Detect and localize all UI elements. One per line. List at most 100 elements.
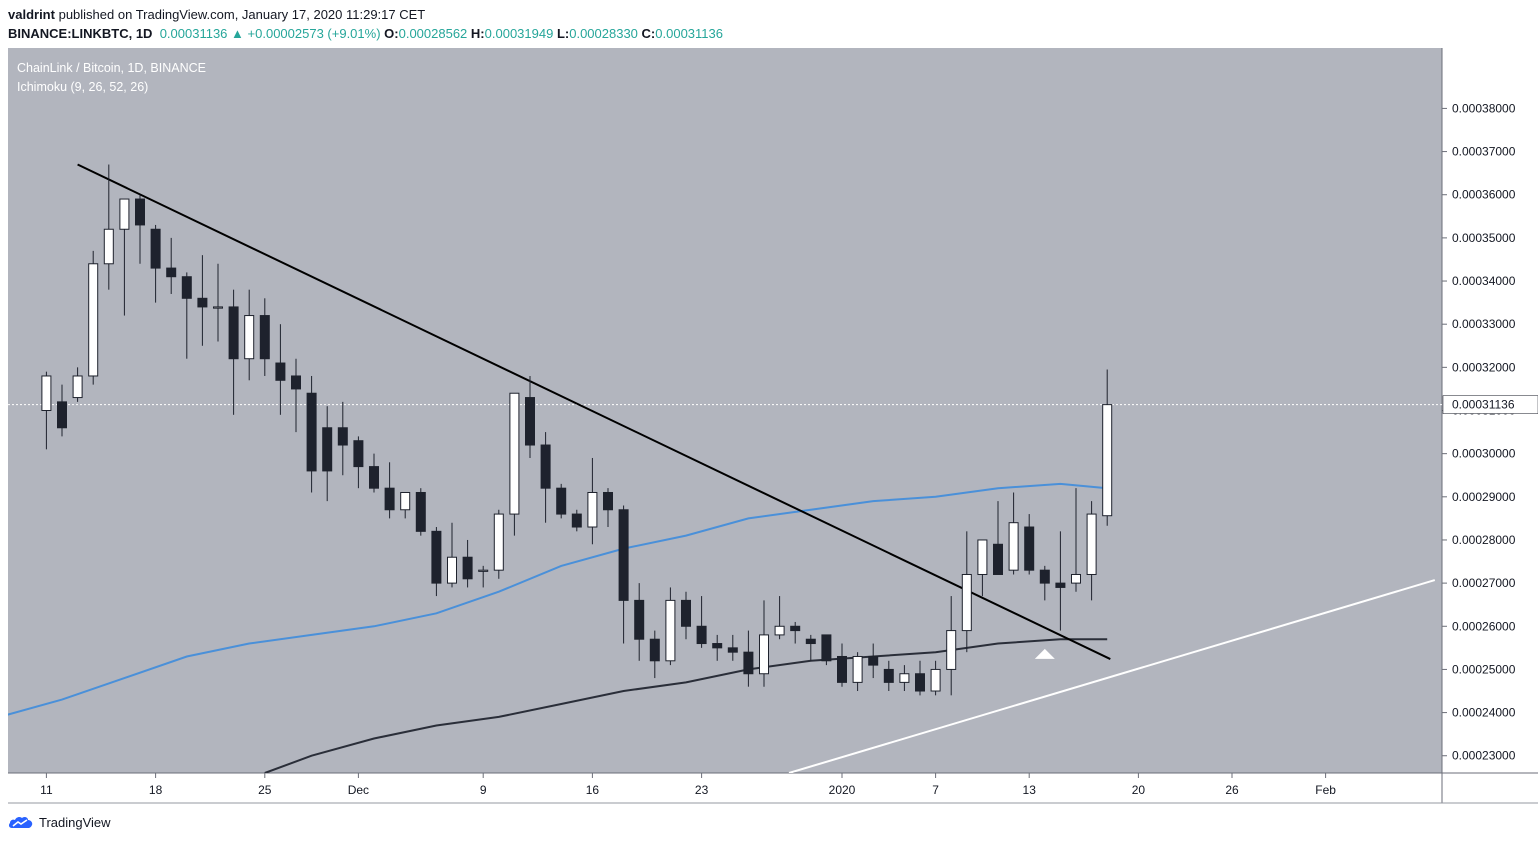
y-tick-label: 0.00025000 <box>1452 662 1516 676</box>
candle <box>634 583 645 661</box>
candle-body-down <box>228 306 239 360</box>
candle <box>275 324 286 415</box>
candle-body-down <box>618 509 629 601</box>
candle-body-down <box>883 668 894 683</box>
candle-body-up <box>774 625 785 636</box>
candle <box>665 587 676 666</box>
candle <box>493 509 504 579</box>
x-tick-label: 18 <box>149 783 163 797</box>
x-tick-label: Feb <box>1315 783 1336 797</box>
y-tick-label: 0.00030000 <box>1452 447 1516 461</box>
candle-body-down <box>415 491 426 532</box>
open-value: 0.00028562 <box>398 26 468 41</box>
descending-trendline[interactable] <box>77 163 1111 660</box>
candle <box>322 406 333 502</box>
candle-body-up <box>930 668 941 692</box>
candle <box>166 237 177 294</box>
candle-body-up <box>946 630 957 670</box>
y-tick-label: 0.00027000 <box>1452 576 1516 590</box>
quote-line: BINANCE:LINKBTC, 1D 0.00031136 ▲ +0.0000… <box>8 26 723 41</box>
candle-body-up <box>119 198 130 230</box>
candle-body-down <box>649 638 660 662</box>
indicator-legend[interactable]: Ichimoku (9, 26, 52, 26) <box>17 80 148 94</box>
candle-body-up <box>478 569 489 572</box>
candle-body-up <box>244 315 255 360</box>
last-price: 0.00031136 <box>159 26 228 41</box>
candle <box>556 483 567 519</box>
x-axis-ticks: 11 18 25 Dec 9 16 23 2020 7 13 20 26 Feb <box>40 773 1336 797</box>
ichimoku-blue-line <box>8 482 1108 716</box>
candle-body-down <box>915 673 925 692</box>
up-arrow-icon: ▲ <box>231 26 244 41</box>
triangle-up-icon[interactable] <box>1034 648 1055 659</box>
low-value: 0.00028330 <box>569 26 638 41</box>
candle-body-down <box>322 427 333 472</box>
chart-pane[interactable] <box>8 48 1442 773</box>
candle <box>1024 514 1035 575</box>
candle-body-down <box>603 491 613 511</box>
candle-body-down <box>353 440 364 468</box>
candle <box>150 224 161 303</box>
candle <box>228 289 239 415</box>
candle-body-down <box>540 444 551 489</box>
candle-body-down <box>712 643 723 649</box>
drawings[interactable] <box>77 163 1436 773</box>
high-value: 0.00031949 <box>484 26 554 41</box>
candle-body-up <box>961 573 972 632</box>
candle <box>197 255 208 346</box>
candle-body-down <box>805 638 816 645</box>
candle <box>41 371 52 450</box>
candle-body-down <box>696 625 707 645</box>
y-tick-label: 0.00026000 <box>1452 619 1516 633</box>
candle <box>509 392 520 536</box>
candle-body-down <box>727 647 738 653</box>
published-text: published on TradingView.com, January 17… <box>58 7 426 22</box>
x-tick-label: 26 <box>1225 783 1239 797</box>
candle-body-down <box>259 315 270 360</box>
candle <box>649 630 660 679</box>
candle-body-down <box>571 513 582 528</box>
candle-body-down <box>275 362 286 381</box>
candle <box>384 462 395 519</box>
ascending-support-line[interactable] <box>788 579 1436 773</box>
y-tick-label: 0.00033000 <box>1452 317 1516 331</box>
candle-body-down <box>197 297 208 308</box>
candle <box>415 488 426 536</box>
last-price-tag: 0.00031136 <box>1442 395 1538 414</box>
candle <box>915 660 925 696</box>
candle-body-up <box>88 263 99 377</box>
high-label: H: <box>470 26 485 41</box>
candle-body-down <box>634 599 645 640</box>
candle <box>712 634 723 661</box>
candle <box>1039 565 1050 601</box>
candle <box>1008 492 1019 575</box>
candle-body-down <box>337 427 348 446</box>
candle-body-down <box>790 625 801 632</box>
y-tick-label: 0.00034000 <box>1452 274 1516 288</box>
candle-body-down <box>1055 582 1066 588</box>
candle <box>88 250 99 385</box>
candle <box>540 432 551 523</box>
candle <box>899 665 910 692</box>
candle <box>852 652 863 692</box>
candle <box>400 491 411 519</box>
y-tick-label: 0.00028000 <box>1452 533 1516 547</box>
candle <box>993 501 1003 575</box>
candle-body-down <box>166 267 177 278</box>
candle-body-down <box>150 228 161 269</box>
candle <box>883 660 894 692</box>
candle-body-up <box>665 599 676 662</box>
publisher-name[interactable]: valdrint <box>8 7 55 22</box>
candle <box>72 367 83 402</box>
candle <box>1071 488 1081 592</box>
price-tag-text: 0.00031136 <box>1452 398 1515 412</box>
candle-body-up <box>1071 573 1081 584</box>
candle-body-up <box>400 491 411 511</box>
symbol-label: BINANCE:LINKBTC, 1D <box>8 26 153 41</box>
candle-body-down <box>431 530 442 584</box>
candle <box>57 384 67 437</box>
candle <box>571 509 582 532</box>
publish-line: valdrint published on TradingView.com, J… <box>8 7 425 22</box>
candle-body-up <box>447 556 457 584</box>
